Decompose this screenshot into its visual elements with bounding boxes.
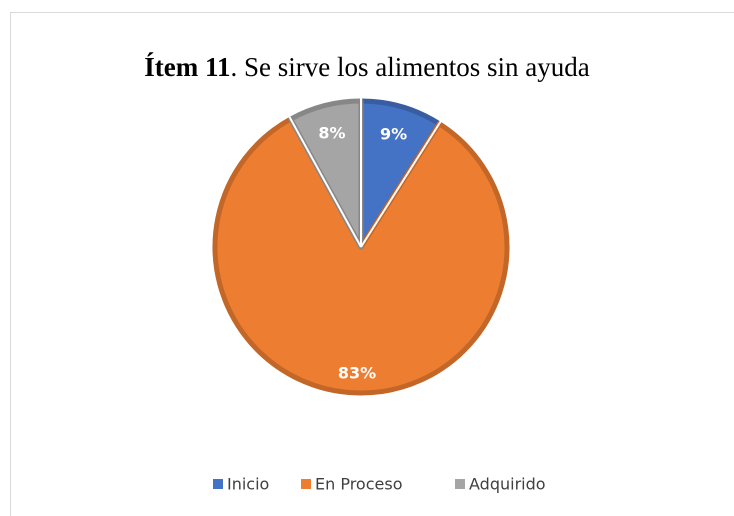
slice-separator xyxy=(360,120,442,248)
legend-swatch xyxy=(455,479,465,489)
title-rest: . Se sirve los alimentos sin ayuda xyxy=(231,52,590,82)
title-bold: Ítem 11 xyxy=(144,52,230,82)
legend-label: Adquirido xyxy=(469,475,546,494)
legend-swatch xyxy=(301,479,311,489)
data-label: 9% xyxy=(380,124,407,143)
chart-title: Ítem 11. Se sirve los alimentos sin ayud… xyxy=(144,52,589,82)
legend-swatch xyxy=(213,479,223,489)
pie-slice xyxy=(212,116,510,396)
data-label: 8% xyxy=(318,123,345,142)
data-label: 83% xyxy=(338,363,376,382)
legend-label: Inicio xyxy=(227,475,269,494)
legend-label: En Proceso xyxy=(315,475,402,494)
slice-separator xyxy=(288,115,362,248)
